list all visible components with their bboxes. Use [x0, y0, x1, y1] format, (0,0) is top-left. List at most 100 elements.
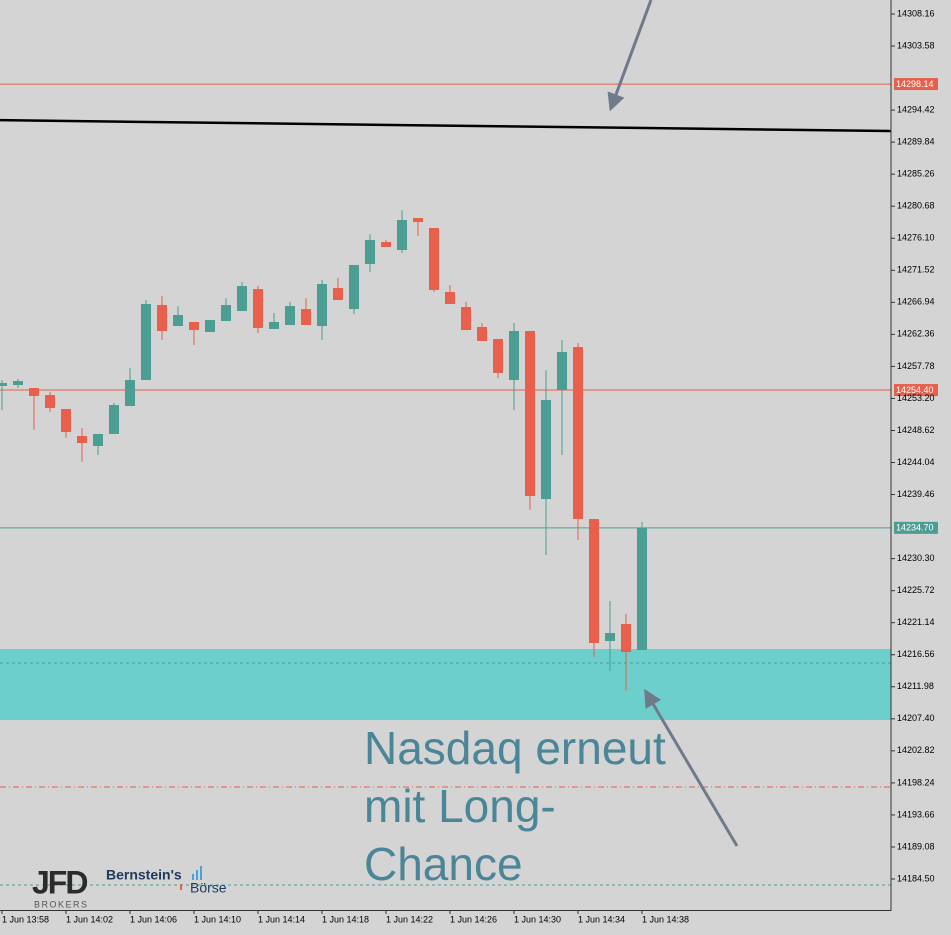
- candle-body: [397, 219, 407, 251]
- candle-body: [637, 527, 647, 650]
- arrow: [607, 0, 653, 112]
- y-tick-label: 14303.58: [897, 40, 935, 50]
- logo-icon: [180, 884, 182, 890]
- candle-body: [157, 304, 167, 332]
- candle-body: [525, 331, 535, 497]
- y-tick-label: 14207.40: [897, 713, 935, 723]
- x-tick-label: 1 Jun 14:10: [194, 914, 241, 924]
- price-label-box: [894, 384, 938, 397]
- annotation: Chance: [364, 838, 523, 890]
- candle-body: [29, 388, 39, 396]
- x-tick-label: 1 Jun 14:30: [514, 914, 561, 924]
- logo: Bernstein's: [106, 867, 182, 883]
- candle-body: [269, 321, 279, 329]
- arrow: [644, 688, 739, 847]
- candle-body: [445, 291, 455, 305]
- x-tick-label: 1 Jun 14:14: [258, 914, 305, 924]
- x-tick-label: 1 Jun 14:18: [322, 914, 369, 924]
- y-tick-label: 14184.50: [897, 873, 935, 883]
- y-tick-label: 14198.24: [897, 777, 935, 787]
- candle-body: [205, 320, 215, 332]
- x-tick-label: 1 Jun 14:38: [642, 914, 689, 924]
- candle-body: [221, 304, 231, 322]
- y-tick-label: 14308.16: [897, 8, 935, 18]
- zone: [0, 649, 891, 721]
- candle-body: [605, 632, 615, 642]
- annotation: mit Long-: [364, 780, 556, 832]
- y-tick-label: 14216.56: [897, 649, 935, 659]
- plot: [0, 83, 892, 886]
- y-tick-label: 14257.78: [897, 361, 935, 371]
- x-tick-label: 1 Jun 14:06: [130, 914, 177, 924]
- candle-body: [189, 321, 199, 331]
- y-tick-label: 14262.36: [897, 329, 935, 339]
- candle-body: [573, 347, 583, 520]
- y-tick-label: 14266.94: [897, 297, 935, 307]
- logo-icon: [200, 866, 202, 880]
- candle-body: [365, 240, 375, 264]
- y-tick-label: 14276.10: [897, 233, 935, 243]
- x-tick-label: 1 Jun 14:34: [578, 914, 625, 924]
- logo-sub: Börse: [190, 880, 227, 896]
- candle-body: [0, 382, 7, 386]
- price-label: 14234.70: [896, 523, 934, 533]
- x-tick-label: 1 Jun 13:58: [2, 914, 49, 924]
- trend-line: [0, 118, 892, 133]
- x-tick-label: 1 Jun 14:22: [386, 914, 433, 924]
- y-tick-label: 14202.82: [897, 745, 935, 755]
- candle-body: [429, 227, 439, 291]
- candle-body: [509, 331, 519, 380]
- candle-body: [77, 436, 87, 444]
- candle-body: [589, 519, 599, 643]
- y-tick-label: 14225.72: [897, 585, 935, 595]
- y-tick-label: 14280.68: [897, 201, 935, 211]
- candle-body: [285, 306, 295, 325]
- candle-body: [93, 433, 103, 447]
- logo-icon: [192, 874, 194, 880]
- candle-body: [253, 289, 263, 329]
- price-label: 14254.40: [896, 385, 934, 395]
- candle-body: [333, 287, 343, 301]
- logo: JFD: [32, 864, 87, 900]
- candle-body: [141, 304, 151, 380]
- logo-icon: [196, 870, 198, 880]
- y-tick-label: 14289.84: [897, 137, 935, 147]
- candle-body: [13, 381, 23, 386]
- y-tick-label: 14294.42: [897, 104, 935, 114]
- candle-body: [541, 399, 551, 500]
- y-tick-label: 14221.14: [897, 617, 935, 627]
- candle-body: [557, 351, 567, 390]
- x-tick-label: 1 Jun 14:02: [66, 914, 113, 924]
- candle-body: [461, 307, 471, 331]
- y-tick-label: 14211.98: [897, 681, 934, 691]
- candle-body: [317, 284, 327, 327]
- y-tick-label: 14248.62: [897, 425, 935, 435]
- price-label: 14298.14: [896, 79, 934, 89]
- y-tick-label: 14239.46: [897, 489, 935, 499]
- logo-sub: BROKERS: [34, 899, 89, 909]
- y-tick-label: 14244.04: [897, 457, 935, 467]
- candle-body: [477, 327, 487, 342]
- price-label-box: [894, 78, 938, 91]
- x-tick-label: 1 Jun 14:26: [450, 914, 497, 924]
- candle-body: [381, 242, 391, 247]
- candle-body: [349, 264, 359, 310]
- y-tick-label: 14253.20: [897, 393, 935, 403]
- y-tick-label: 14193.66: [897, 809, 935, 819]
- candle-body: [173, 314, 183, 327]
- candle-body: [493, 338, 503, 373]
- candle-body: [621, 624, 631, 653]
- y-tick-label: 14230.30: [897, 553, 935, 563]
- price-label-box: [894, 521, 938, 534]
- candle-body: [109, 405, 119, 434]
- y-tick-label: 14189.08: [897, 841, 935, 851]
- candle-body: [301, 309, 311, 325]
- y-tick-label: 14285.26: [897, 169, 935, 179]
- annotation: Nasdaq erneut: [364, 722, 666, 774]
- candle-body: [125, 379, 135, 406]
- candle-body: [413, 218, 423, 223]
- candle-body: [45, 395, 55, 409]
